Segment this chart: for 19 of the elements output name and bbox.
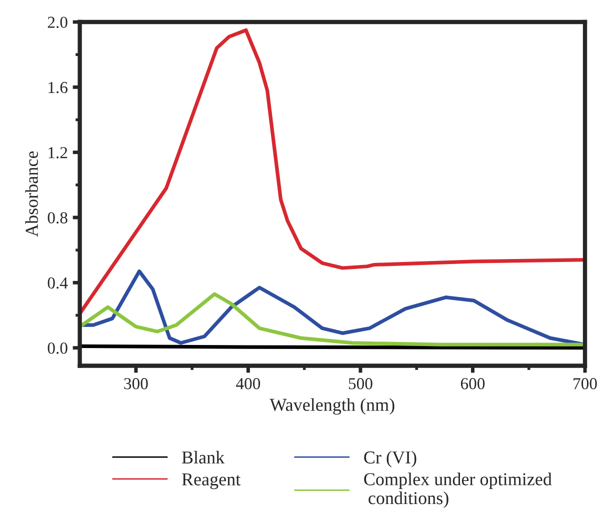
x-tick-label: 300 [124, 378, 148, 390]
line-series [80, 28, 585, 316]
y-tick-label: 2.0 [48, 16, 68, 28]
x-axis-title: Wavelength (nm) [270, 398, 394, 415]
y-tick-label: 0.4 [48, 277, 68, 289]
y-tick-label: 1.2 [48, 147, 68, 158]
y-tick-label: 0.8 [48, 212, 68, 224]
x-tick-label: 400 [236, 378, 260, 390]
x-tick-label: 500 [348, 378, 372, 390]
legend-label: Cr (VI) [364, 450, 416, 468]
line-series [80, 292, 585, 346]
y-tick-label: 1.6 [48, 82, 68, 94]
legend-label: Complex under optimized conditions) [364, 472, 552, 508]
legend-label: Reagent [182, 473, 241, 490]
y-tick-label: 0.0 [48, 342, 68, 354]
y-axis-title: Absorbance [25, 151, 38, 237]
x-tick-label: 600 [460, 378, 485, 390]
x-tick-label: 700 [574, 378, 597, 390]
legend-label: Blank [182, 450, 225, 464]
